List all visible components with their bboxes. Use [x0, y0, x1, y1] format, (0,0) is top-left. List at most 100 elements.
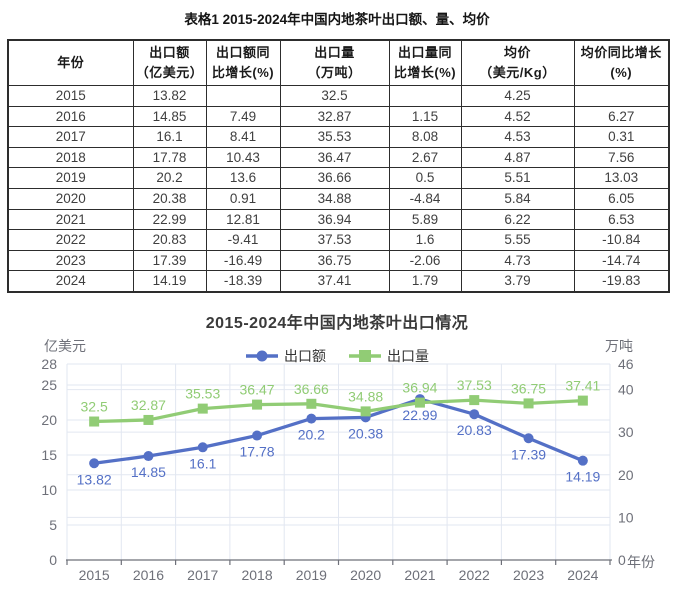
grid-lines	[66, 363, 611, 560]
value-cell: 0.91	[205, 187, 281, 210]
right-tick-label: 10	[618, 509, 634, 525]
data-point[interactable]	[252, 430, 263, 441]
value-cell: 4.73	[460, 249, 575, 272]
table-title: 表格1 2015-2024年中国内地茶叶出口额、量、均价	[184, 12, 490, 27]
left-tick-label: 25	[41, 377, 57, 393]
axis-tick-labels: 0 5 10 15 20 25 28 0 10 20 30 40 46 2015 2016 2017 2018 2…	[41, 356, 633, 583]
x-tick-label: 2021	[404, 567, 435, 583]
value-cell: 6.53	[573, 208, 670, 231]
data-label: 20.38	[348, 425, 383, 441]
data-point[interactable]	[252, 399, 263, 410]
value-cell: -19.83	[573, 270, 670, 293]
data-point[interactable]	[523, 433, 534, 444]
year-cell: 2019	[7, 167, 134, 189]
plot-area: 0 5 10 15 20 25 28 0 10 20 30 40 46 2015 2016 2017 2018 2…	[41, 356, 633, 583]
data-label: 13.82	[77, 471, 112, 487]
value-cell: 32.5	[279, 85, 390, 107]
data-point[interactable]	[469, 395, 480, 406]
value-cell: 36.94	[279, 208, 390, 231]
year-cell: 2015	[7, 85, 134, 107]
legend-item-export-volume[interactable]: 出口量	[348, 346, 429, 366]
data-label: 37.53	[457, 377, 492, 393]
legend-item-export-value[interactable]: 出口额	[245, 346, 326, 366]
table-row: 2016 14.85 7.49 32.87 1.15 4.52 6.27	[7, 105, 670, 128]
value-cell: 5.51	[460, 167, 575, 189]
data-label: 32.5	[81, 398, 108, 414]
value-cell: 34.88	[279, 187, 390, 210]
value-cell: 20.2	[132, 167, 207, 189]
data-point[interactable]	[414, 397, 425, 408]
left-tick-label: 10	[41, 482, 57, 498]
data-label: 37.41	[565, 378, 600, 394]
value-cell: 20.38	[132, 187, 207, 210]
value-cell: 0.31	[573, 126, 670, 148]
series-line	[94, 398, 583, 424]
data-point[interactable]	[143, 450, 154, 461]
data-point[interactable]	[469, 409, 480, 420]
value-cell: 7.56	[573, 146, 670, 169]
value-cell: 1.79	[388, 270, 462, 293]
x-tick-label: 2020	[350, 567, 381, 583]
data-point[interactable]	[89, 416, 100, 427]
left-tick-label: 15	[41, 447, 57, 463]
value-cell: 5.89	[388, 208, 462, 231]
value-cell: -10.84	[573, 229, 670, 251]
data-point[interactable]	[360, 406, 371, 417]
data-label: 17.39	[511, 446, 546, 462]
x-tick-label: 2017	[187, 567, 218, 583]
data-point[interactable]	[577, 395, 588, 406]
table-row: 2021 22.99 12.81 36.94 5.89 6.22 6.53	[7, 208, 670, 231]
value-cell: 36.66	[279, 167, 390, 189]
value-cell: 7.49	[205, 105, 281, 128]
data-label: 32.87	[131, 397, 166, 413]
year-cell: 2021	[7, 208, 134, 231]
series-line	[93, 397, 584, 465]
data-point[interactable]	[523, 398, 534, 409]
data-point[interactable]	[577, 455, 588, 466]
data-point[interactable]	[89, 458, 100, 469]
line-circle-marker-icon	[246, 350, 278, 362]
value-cell: 4.53	[460, 126, 575, 148]
table-row: 2022 20.83 -9.41 37.53 1.6 5.55 -10.84	[7, 229, 670, 251]
value-cell: 12.81	[205, 208, 281, 231]
left-tick-label: 5	[49, 517, 57, 533]
value-cell: -18.39	[205, 270, 281, 293]
table-row: 2019 20.2 13.6 36.66 0.5 5.51 13.03	[7, 167, 670, 189]
x-axis	[66, 559, 612, 565]
data-label: 36.66	[294, 381, 329, 397]
data-point[interactable]	[306, 398, 317, 409]
value-cell: 37.41	[279, 270, 390, 293]
column-header: 出口额同 比增长(%)	[205, 39, 281, 86]
data-label: 16.1	[189, 455, 216, 471]
data-label: 14.85	[131, 464, 166, 480]
right-tick-label: 46	[618, 356, 634, 372]
value-cell: -2.06	[388, 249, 462, 272]
data-label: 36.94	[402, 380, 437, 396]
right-tick-label: 20	[618, 467, 634, 483]
data-point[interactable]	[197, 403, 208, 414]
data-label: 14.19	[565, 469, 600, 485]
line-square-marker-icon	[349, 349, 381, 362]
value-cell: 0.5	[388, 167, 462, 189]
data-point[interactable]	[143, 414, 154, 425]
series-出口额: 13.82 14.85 16.1 17.78 20.2 20.38 22.99 20.83 17…	[77, 394, 601, 487]
table-body: 2015 13.82 32.5 4.25 2016 14.85 7.49 32.87 1.15 4…	[7, 85, 670, 293]
value-cell: 13.82	[132, 85, 207, 107]
data-label: 20.83	[457, 422, 492, 438]
data-label: 20.2	[298, 427, 325, 443]
data-label: 22.99	[402, 407, 437, 423]
year-cell: 2022	[7, 229, 134, 251]
value-cell: 16.1	[132, 126, 207, 148]
value-cell: 4.87	[460, 146, 575, 169]
value-cell: 1.6	[388, 229, 462, 251]
table-row: 2015 13.82 32.5 4.25	[7, 85, 670, 107]
data-point[interactable]	[197, 442, 208, 453]
column-header: 年份	[7, 39, 134, 86]
value-cell: 5.84	[460, 187, 575, 210]
data-label: 34.88	[348, 388, 383, 404]
data-point[interactable]	[306, 413, 317, 424]
value-cell	[388, 85, 462, 107]
left-tick-label: 20	[41, 412, 57, 428]
value-cell: 37.53	[279, 229, 390, 251]
value-cell: 3.79	[460, 270, 575, 293]
